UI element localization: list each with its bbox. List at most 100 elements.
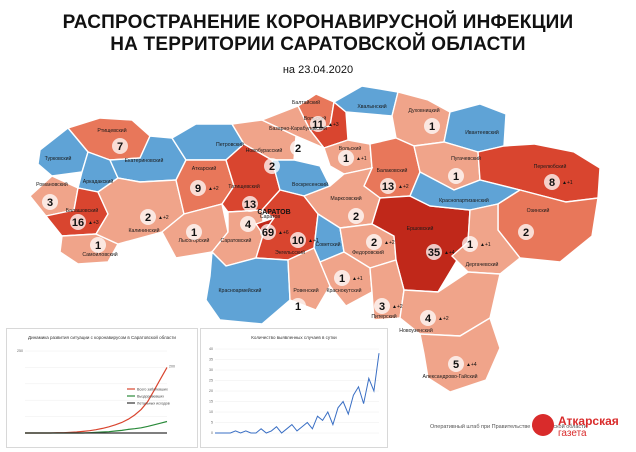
case-delta: ▲+2 [392, 304, 403, 310]
region-label: Дергачевский [466, 261, 499, 268]
region-label: Петровский [216, 141, 244, 148]
chart2-y-tick: 30 [209, 368, 213, 372]
case-count: 1 [429, 121, 435, 133]
count-badge [544, 174, 560, 190]
chart1-legend-label: Выздоровевших [137, 395, 164, 399]
region-label: Саратов [260, 214, 281, 220]
count-badge [426, 244, 442, 260]
region-krasnoarmeysk[interactable] [205, 250, 291, 325]
count-badge [462, 236, 478, 252]
footer-note: Оперативный штаб при Правительстве Сарат… [430, 424, 587, 430]
count-badge [348, 208, 364, 224]
chart2-y-tick: 10 [209, 410, 213, 414]
region-label: Саратовский [221, 237, 252, 244]
count-badge [310, 116, 326, 132]
case-count: 2 [523, 227, 529, 239]
case-count: 13 [244, 199, 256, 211]
region-label: Романовский [36, 181, 68, 188]
case-delta: ▲+4 [444, 250, 455, 256]
case-delta: ▲+1 [308, 238, 319, 244]
region-label: Ртищевский [97, 127, 126, 134]
count-badge [374, 298, 390, 314]
chart2-y-tick: 40 [209, 347, 213, 351]
region-label: Базарно-Карабулакский [269, 125, 327, 132]
case-count: 1 [339, 273, 345, 285]
region-label: Аткарский [192, 165, 217, 172]
count-badge [424, 118, 440, 134]
title-line-1: РАСПРОСТРАНЕНИЕ КОРОНАВИРУСНОЙ ИНФЕКЦИИ [62, 12, 574, 33]
region-label: Самойловский [82, 251, 117, 258]
region-label: Аркадакский [83, 178, 114, 185]
case-count: 3 [379, 301, 385, 313]
region-label: Красноармейский [219, 287, 262, 294]
chart1-series-line [25, 420, 168, 434]
chart1-legend-label: Летальных исходов [137, 402, 170, 406]
case-delta: ▲+1 [356, 156, 367, 162]
case-count: 35 [428, 247, 440, 259]
case-count: 1 [295, 301, 301, 313]
count-badge [186, 224, 202, 240]
chart1-title: Динамика развития ситуации с коронавирус… [28, 334, 176, 340]
region-label: Калининский [128, 227, 159, 234]
region-label: Духовницкий [408, 107, 439, 114]
case-count: 69 [262, 227, 274, 239]
region-label: Ивантеевский [465, 129, 499, 136]
logo-line-2: газета [558, 428, 587, 439]
region-label: Воскресенский [292, 181, 328, 188]
region-label: Вольский [339, 145, 362, 152]
region-label: Балтайский [292, 99, 320, 106]
case-count: 1 [95, 240, 101, 252]
count-badge [448, 356, 464, 372]
region-label: Новоузенский [399, 327, 433, 334]
case-count: 8 [549, 177, 555, 189]
count-badge [190, 180, 206, 196]
case-count: 4 [245, 219, 252, 231]
chart2-series-line [215, 353, 380, 434]
map-date: на 23.04.2020 [282, 64, 354, 76]
chart1-legend-label: Всего заболевших [137, 388, 168, 392]
region-label: Перелюбский [534, 163, 567, 170]
region-label: Марксовский [330, 195, 361, 202]
case-delta: ▲+3 [88, 220, 99, 226]
region-label: Краснопартизанский [439, 197, 489, 204]
chart2-y-tick: 15 [209, 400, 213, 404]
count-badge [112, 138, 128, 154]
region-label: Турковский [45, 155, 72, 162]
case-delta: ▲+2 [398, 184, 409, 190]
region-label: Балаковский [377, 167, 408, 174]
city-label: САРАТОВ [257, 209, 290, 216]
chart2-y-tick: 5 [211, 421, 213, 425]
logo-line-1: Аткарская [558, 414, 619, 428]
case-count: 3 [47, 197, 53, 209]
chart2-y-tick: 0 [211, 431, 213, 435]
count-badge [42, 194, 58, 210]
region-dukhovnitsk[interactable] [391, 91, 451, 147]
case-count: 2 [371, 237, 377, 249]
count-badge [334, 270, 350, 286]
region-label: Екатериновский [125, 157, 164, 164]
count-badge [448, 168, 464, 184]
case-count: 13 [382, 181, 394, 193]
chart1-ymax-label: 250 [17, 349, 23, 353]
region-label: Федоровский [352, 249, 384, 256]
case-delta: ▲+4 [466, 362, 477, 368]
region-label: Пугачевский [451, 155, 481, 162]
chart2-y-tick: 35 [209, 358, 213, 362]
count-badge [290, 232, 306, 248]
region-label: Ершовский [407, 225, 434, 232]
cases-dynamics-chart: Динамика развития ситуации с коронавирус… [6, 328, 198, 448]
region-label: Балашовский [66, 207, 99, 214]
newspaper-logo[interactable]: Аткарская газета [530, 412, 626, 442]
count-badge [290, 298, 306, 314]
case-count: 1 [453, 171, 459, 183]
count-badge [518, 224, 534, 240]
chart2-y-tick: 20 [209, 389, 213, 393]
region-label: Хвалынский [357, 103, 386, 110]
region-label: Краснокутский [326, 287, 361, 294]
region-bazarny-karabulak[interactable] [260, 105, 325, 149]
case-count: 2 [353, 211, 359, 223]
case-count: 2 [145, 212, 151, 224]
chart2-title: Количество выявленных случаев в сутки [251, 335, 337, 340]
region-aleksandrov-gay[interactable] [419, 316, 501, 393]
